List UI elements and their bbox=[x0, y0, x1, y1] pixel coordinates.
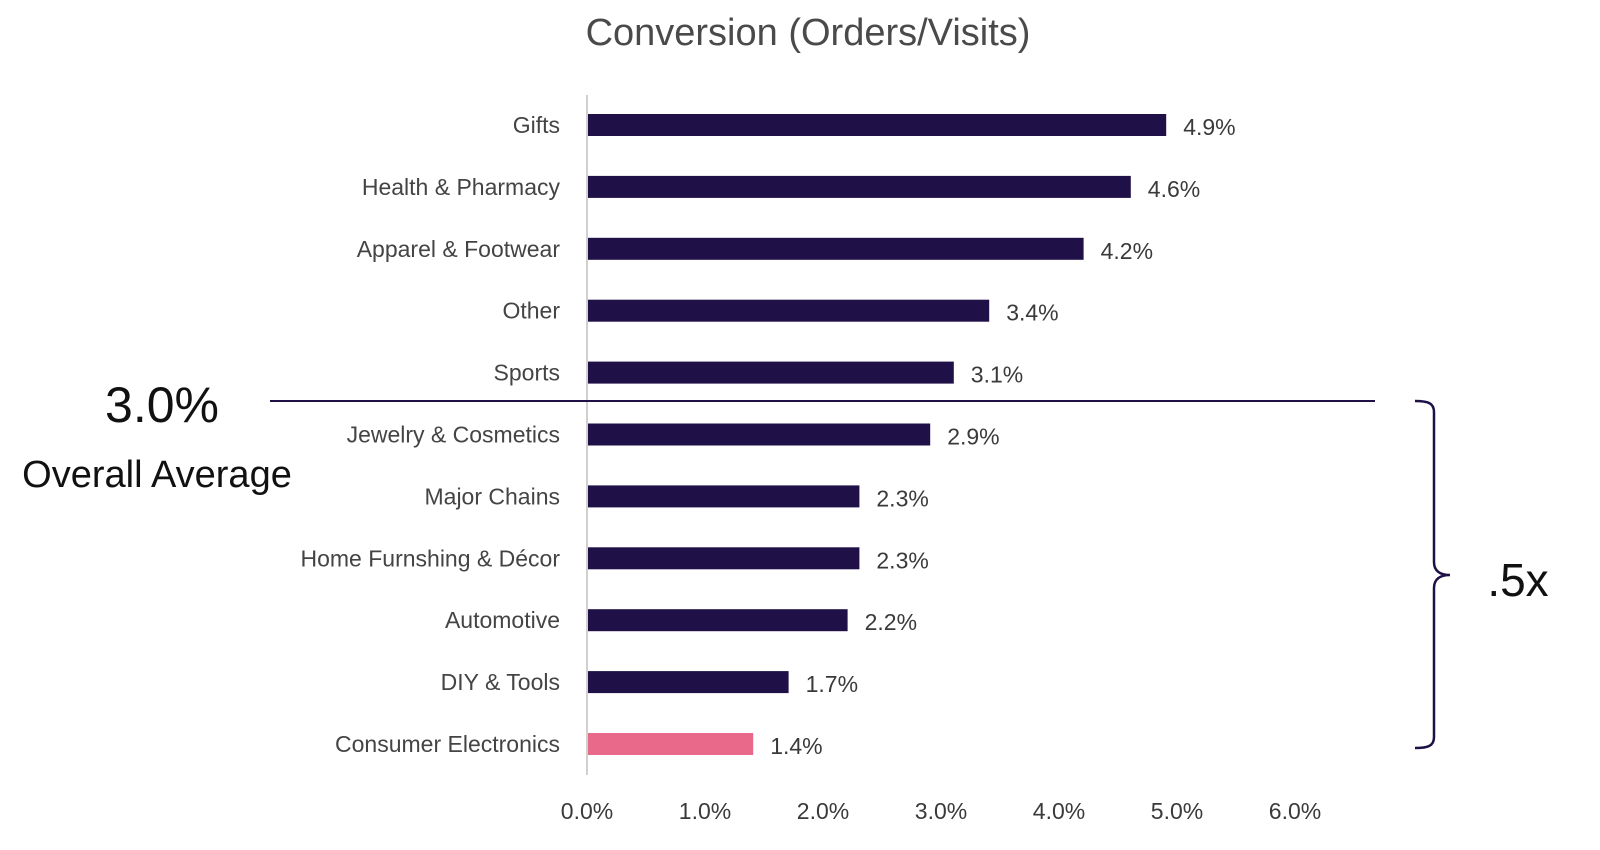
category-label-jewelry-cosmetics: Jewelry & Cosmetics bbox=[347, 422, 560, 448]
category-label-health-pharmacy: Health & Pharmacy bbox=[362, 174, 561, 200]
bar-consumer-electronics bbox=[588, 733, 754, 755]
x-tick-label: 6.0% bbox=[1269, 798, 1321, 824]
category-label-gifts: Gifts bbox=[513, 112, 560, 138]
bar-home-furnshing-d-cor bbox=[588, 547, 860, 570]
bar-diy-tools bbox=[588, 671, 789, 694]
bar-jewelry-cosmetics bbox=[588, 423, 931, 446]
x-tick-label: 5.0% bbox=[1151, 798, 1203, 824]
x-tick-label: 1.0% bbox=[679, 798, 731, 824]
bar-gifts bbox=[588, 114, 1167, 136]
value-label-other: 3.4% bbox=[1006, 300, 1058, 326]
category-label-consumer-electronics: Consumer Electronics bbox=[335, 731, 560, 757]
value-label-health-pharmacy: 4.6% bbox=[1148, 176, 1200, 202]
bars-group bbox=[588, 114, 1167, 755]
bar-major-chains bbox=[588, 485, 860, 508]
bar-automotive bbox=[588, 609, 848, 632]
bracket-multiplier-label: .5x bbox=[1487, 554, 1548, 606]
x-tick-label: 3.0% bbox=[915, 798, 967, 824]
value-label-home-furnshing-d-cor: 2.3% bbox=[876, 547, 928, 573]
bracket-brace bbox=[1414, 399, 1451, 750]
category-label-home-furnshing-d-cor: Home Furnshing & Décor bbox=[301, 545, 561, 571]
category-label-automotive: Automotive bbox=[445, 607, 560, 633]
bar-sports bbox=[588, 361, 954, 384]
category-label-diy-tools: DIY & Tools bbox=[441, 669, 560, 695]
average-description-label: Overall Average bbox=[22, 454, 292, 496]
x-axis-ticks-group: 0.0% 1.0% 2.0% 3.0% 4.0% 5.0% 6.0% bbox=[561, 798, 1321, 824]
x-tick-label: 4.0% bbox=[1033, 798, 1085, 824]
category-labels-group: Gifts Health & Pharmacy Apparel & Footwear… bbox=[301, 112, 561, 757]
value-label-apparel-footwear: 4.2% bbox=[1101, 238, 1153, 264]
value-label-sports: 3.1% bbox=[971, 362, 1023, 388]
value-label-jewelry-cosmetics: 2.9% bbox=[947, 424, 999, 450]
x-tick-label: 0.0% bbox=[561, 798, 613, 824]
value-label-diy-tools: 1.7% bbox=[806, 671, 858, 697]
category-label-major-chains: Major Chains bbox=[425, 483, 561, 509]
chart-title: Conversion (Orders/Visits) bbox=[586, 12, 1031, 54]
x-tick-label: 2.0% bbox=[797, 798, 849, 824]
bar-apparel-footwear bbox=[588, 237, 1084, 260]
bar-other bbox=[588, 299, 990, 322]
value-label-major-chains: 2.3% bbox=[876, 485, 928, 511]
category-label-apparel-footwear: Apparel & Footwear bbox=[357, 236, 561, 262]
average-value-label: 3.0% bbox=[105, 377, 219, 433]
category-label-other: Other bbox=[502, 298, 560, 324]
bar-health-pharmacy bbox=[588, 175, 1131, 198]
value-labels-group: 4.9% 4.6% 4.2% 3.4% 3.1% 2.9% 2.3% 2.3% 2.2% 1.7%… bbox=[770, 114, 1235, 759]
category-label-sports: Sports bbox=[494, 360, 560, 386]
value-label-gifts: 4.9% bbox=[1183, 114, 1235, 140]
value-label-consumer-electronics: 1.4% bbox=[770, 733, 822, 759]
value-label-automotive: 2.2% bbox=[865, 609, 917, 635]
